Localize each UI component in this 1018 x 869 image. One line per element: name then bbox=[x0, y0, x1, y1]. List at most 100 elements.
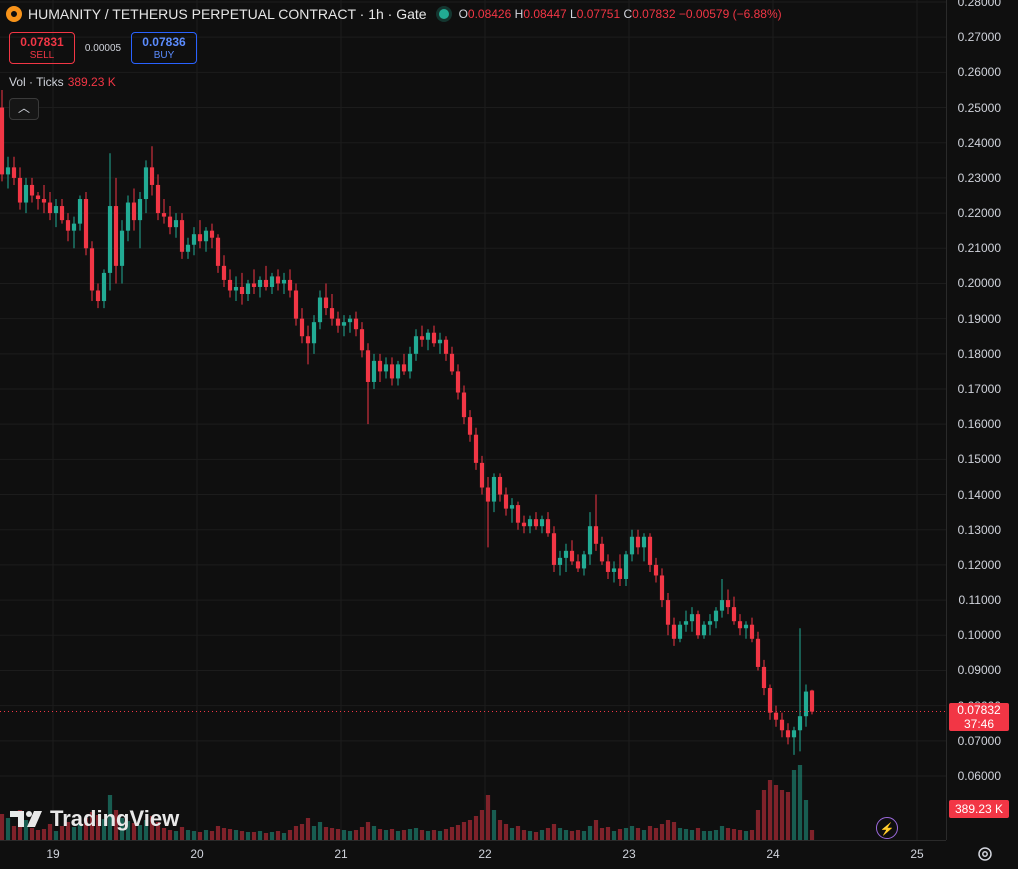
candle bbox=[641, 533, 647, 562]
volume-bar bbox=[287, 830, 293, 840]
time-tick-label: 23 bbox=[622, 847, 636, 861]
candle bbox=[329, 294, 335, 326]
volume-bar bbox=[329, 828, 335, 840]
candle bbox=[575, 554, 581, 572]
collapse-legend-button[interactable]: ︿ bbox=[9, 98, 39, 120]
candle-body bbox=[269, 276, 275, 287]
volume-bar bbox=[773, 785, 779, 840]
volume-bar bbox=[449, 827, 455, 840]
tradingview-logo[interactable]: TradingView bbox=[10, 806, 179, 832]
volume-bar bbox=[59, 826, 65, 840]
volume-bar bbox=[581, 831, 587, 840]
bar-countdown: 37:46 bbox=[963, 716, 995, 731]
candle-body bbox=[779, 719, 785, 731]
gear-icon[interactable] bbox=[976, 845, 994, 863]
candle bbox=[11, 156, 17, 185]
candle bbox=[281, 272, 287, 295]
candle bbox=[263, 265, 269, 291]
candle-body bbox=[173, 220, 179, 228]
candle bbox=[545, 512, 551, 537]
candle-body bbox=[677, 624, 683, 639]
candle-body bbox=[419, 336, 425, 340]
candle bbox=[557, 550, 563, 576]
volume-bar bbox=[677, 828, 683, 840]
candle bbox=[659, 568, 665, 608]
low-label: L bbox=[570, 7, 577, 21]
volume-bar bbox=[5, 818, 11, 840]
candle-body bbox=[647, 536, 653, 565]
candle-body bbox=[575, 561, 581, 569]
candle-body bbox=[641, 536, 647, 548]
high-value: 0.08447 bbox=[523, 7, 567, 21]
candle bbox=[569, 540, 575, 565]
volume-bar bbox=[539, 830, 545, 840]
candle-body bbox=[41, 199, 47, 203]
candle-body bbox=[263, 279, 269, 287]
candle-body bbox=[467, 417, 473, 435]
candle bbox=[293, 283, 299, 326]
candle bbox=[239, 272, 245, 305]
candle-body bbox=[803, 691, 809, 717]
volume-bar bbox=[695, 828, 701, 840]
candle bbox=[479, 455, 485, 495]
volume-bar bbox=[275, 831, 281, 840]
candle bbox=[41, 184, 47, 214]
price-axis[interactable]: 0.28000 0.27000 0.26000 0.25000 0.24000 0.230… bbox=[946, 0, 1018, 840]
candle bbox=[761, 659, 767, 696]
candle bbox=[137, 191, 143, 249]
candle bbox=[341, 315, 347, 337]
candle-body bbox=[533, 519, 539, 527]
volume-bar bbox=[371, 826, 377, 840]
candle-body bbox=[473, 434, 479, 463]
volume-bar bbox=[311, 826, 317, 840]
candle-body bbox=[47, 202, 53, 214]
candle bbox=[431, 325, 437, 347]
candle bbox=[683, 610, 689, 632]
candle-body bbox=[155, 184, 161, 214]
chart-pane[interactable]: HUMANITY / TETHERUS PERPETUAL CONTRACT ·… bbox=[0, 0, 946, 840]
candle bbox=[497, 473, 503, 502]
symbol-title[interactable]: HUMANITY / TETHERUS PERPETUAL CONTRACT ·… bbox=[28, 6, 427, 22]
candle bbox=[437, 332, 443, 354]
candle bbox=[509, 498, 515, 523]
candle bbox=[695, 610, 701, 639]
volume-bar bbox=[485, 795, 491, 840]
sell-price: 0.07831 bbox=[20, 35, 64, 49]
candle bbox=[107, 153, 113, 291]
candle bbox=[767, 684, 773, 720]
volume-bar bbox=[353, 830, 359, 840]
candle-body bbox=[617, 568, 623, 579]
candle bbox=[467, 410, 473, 442]
volume-bar bbox=[671, 822, 677, 840]
volume-bar bbox=[245, 832, 251, 840]
candle-body bbox=[743, 624, 749, 629]
buy-button[interactable]: 0.07836 BUY bbox=[131, 32, 197, 64]
candle bbox=[605, 554, 611, 579]
candle bbox=[155, 174, 161, 221]
volume-bar bbox=[425, 831, 431, 840]
volume-legend[interactable]: Vol · Ticks 389.23 K bbox=[9, 75, 116, 89]
volume-bar bbox=[659, 824, 665, 840]
volume-bar bbox=[323, 827, 329, 840]
candle-body bbox=[563, 550, 569, 558]
candle-body bbox=[551, 533, 557, 565]
candlestick-chart[interactable] bbox=[0, 0, 946, 840]
candle-body bbox=[329, 308, 335, 319]
volume-bar bbox=[725, 828, 731, 840]
sell-button[interactable]: 0.07831 SELL bbox=[9, 32, 75, 64]
candle bbox=[191, 227, 197, 256]
lightning-icon[interactable]: ⚡ bbox=[876, 817, 898, 839]
time-tick-label: 24 bbox=[766, 847, 780, 861]
price-tick-label: 0.27000 bbox=[957, 30, 1001, 45]
time-axis[interactable]: 19 20 21 22 23 24 25 bbox=[0, 840, 946, 869]
candle-body bbox=[539, 519, 545, 527]
candle-body bbox=[479, 462, 485, 488]
change-value: −0.00579 (−6.88%) bbox=[678, 7, 782, 21]
candle-body bbox=[701, 624, 707, 636]
candle bbox=[5, 156, 11, 189]
candle-body bbox=[755, 638, 761, 667]
volume-bar bbox=[95, 815, 101, 840]
candle-body bbox=[209, 230, 215, 238]
candle-body bbox=[323, 297, 329, 309]
price-tick-label: 0.28000 bbox=[957, 0, 1001, 9]
